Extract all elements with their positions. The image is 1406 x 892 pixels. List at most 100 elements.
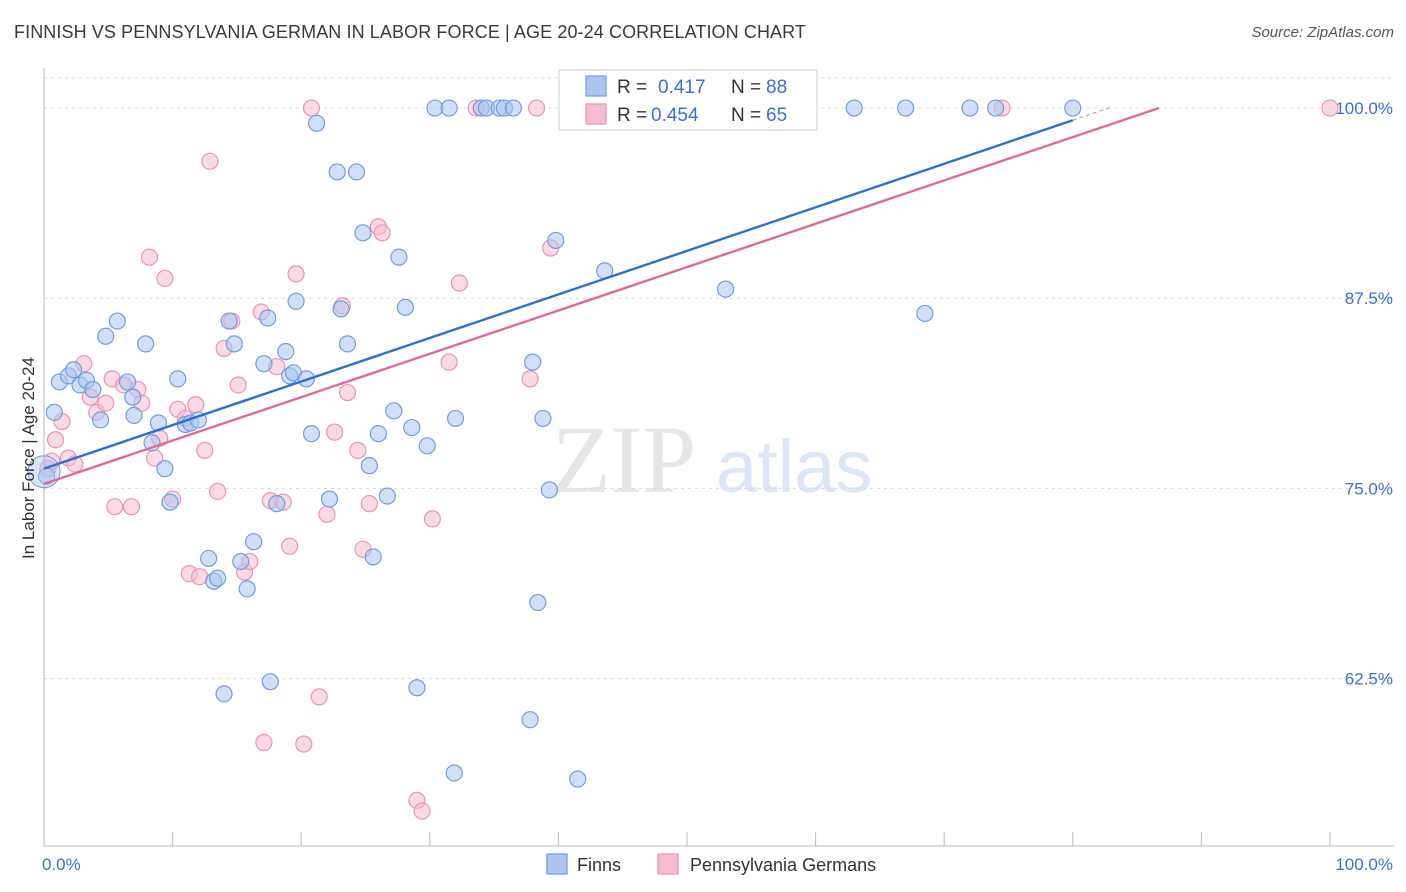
data-point bbox=[255, 355, 273, 373]
data-point bbox=[97, 394, 115, 412]
pg-r-label: R = bbox=[617, 105, 652, 126]
data-point bbox=[255, 733, 273, 752]
data-point bbox=[1321, 99, 1339, 117]
data-point bbox=[540, 481, 558, 499]
finns-bottom-swatch bbox=[546, 853, 568, 875]
data-point bbox=[373, 224, 391, 242]
data-point bbox=[122, 498, 141, 516]
data-point bbox=[268, 495, 286, 513]
data-point bbox=[125, 406, 143, 424]
data-point bbox=[378, 487, 396, 505]
data-point bbox=[229, 376, 247, 394]
data-point bbox=[238, 580, 256, 598]
data-point bbox=[225, 335, 243, 353]
data-point bbox=[529, 593, 547, 612]
data-point bbox=[364, 548, 382, 566]
watermark-zip: ZIP bbox=[552, 406, 696, 513]
data-point bbox=[408, 679, 426, 697]
data-point bbox=[84, 380, 102, 399]
data-point bbox=[521, 370, 539, 388]
data-point bbox=[524, 353, 542, 371]
finns-points bbox=[27, 99, 1082, 788]
data-point bbox=[320, 490, 339, 508]
data-point bbox=[418, 437, 436, 455]
data-point bbox=[446, 409, 465, 428]
data-point bbox=[156, 460, 174, 478]
data-point bbox=[281, 537, 299, 555]
data-point bbox=[440, 99, 458, 117]
x-ticks bbox=[172, 832, 1331, 846]
data-point bbox=[245, 533, 263, 551]
data-point bbox=[534, 409, 552, 428]
data-point bbox=[64, 361, 83, 379]
data-point bbox=[140, 248, 159, 266]
data-point bbox=[161, 493, 179, 511]
data-point bbox=[215, 685, 233, 703]
data-point bbox=[338, 383, 357, 402]
pennsylvania-germans-trend-line bbox=[43, 106, 1160, 486]
data-point bbox=[328, 163, 346, 181]
data-point bbox=[916, 304, 934, 323]
data-point bbox=[169, 370, 187, 388]
data-point bbox=[504, 99, 522, 117]
data-point bbox=[232, 552, 250, 571]
data-point bbox=[46, 431, 65, 449]
finns-n-label: N = bbox=[731, 77, 766, 98]
finns-r-label: R = bbox=[617, 77, 652, 98]
data-point bbox=[440, 353, 458, 371]
data-point-large bbox=[27, 455, 61, 489]
finns-n-value: 88 bbox=[766, 77, 787, 98]
data-point bbox=[201, 152, 219, 170]
data-point bbox=[897, 99, 915, 117]
data-point bbox=[310, 688, 328, 706]
data-point bbox=[277, 342, 295, 361]
data-point bbox=[156, 269, 174, 288]
data-point bbox=[196, 441, 214, 459]
data-point bbox=[445, 764, 463, 782]
pg-legend-swatch bbox=[585, 103, 607, 125]
axes bbox=[43, 68, 1394, 847]
y-tick-label: 62.5% bbox=[1345, 670, 1393, 689]
data-point bbox=[360, 457, 378, 475]
data-point bbox=[209, 569, 227, 587]
data-point bbox=[347, 163, 366, 181]
data-point bbox=[118, 373, 137, 391]
data-point bbox=[287, 292, 305, 310]
x-tick-label-max: 100.0% bbox=[1335, 855, 1393, 874]
data-point bbox=[354, 224, 372, 242]
data-point bbox=[369, 425, 387, 443]
data-point bbox=[108, 312, 126, 330]
data-point bbox=[1064, 99, 1082, 117]
data-point bbox=[220, 312, 238, 330]
data-point bbox=[326, 423, 344, 441]
data-point bbox=[423, 510, 441, 528]
pg-bottom-swatch bbox=[657, 853, 679, 875]
y-tick-label: 100.0% bbox=[1335, 99, 1393, 118]
y-tick-label: 75.0% bbox=[1345, 479, 1393, 498]
data-point bbox=[527, 99, 546, 117]
data-point bbox=[390, 248, 408, 266]
data-point bbox=[308, 114, 326, 132]
data-point bbox=[209, 482, 227, 501]
data-point bbox=[191, 568, 209, 586]
data-point bbox=[45, 403, 63, 421]
finns-r-value: 0.417 bbox=[658, 77, 706, 98]
data-point bbox=[961, 99, 979, 117]
data-point bbox=[716, 280, 735, 298]
data-point bbox=[318, 505, 336, 523]
data-point bbox=[97, 327, 115, 345]
data-point bbox=[295, 735, 313, 753]
pg-legend-label: Pennsylvania Germans bbox=[690, 855, 876, 875]
data-point bbox=[987, 99, 1005, 117]
stats-legend: R = 0.417 N = 88 R = 0.454 N = 65 bbox=[558, 69, 818, 131]
x-tick-label-min: 0.0% bbox=[42, 855, 81, 874]
data-point bbox=[200, 549, 218, 568]
data-point bbox=[124, 388, 142, 406]
data-point bbox=[845, 99, 863, 117]
data-point bbox=[261, 673, 279, 691]
finns-legend-swatch bbox=[585, 75, 607, 97]
data-point bbox=[187, 396, 205, 414]
data-point bbox=[396, 298, 414, 316]
data-point bbox=[136, 335, 155, 353]
